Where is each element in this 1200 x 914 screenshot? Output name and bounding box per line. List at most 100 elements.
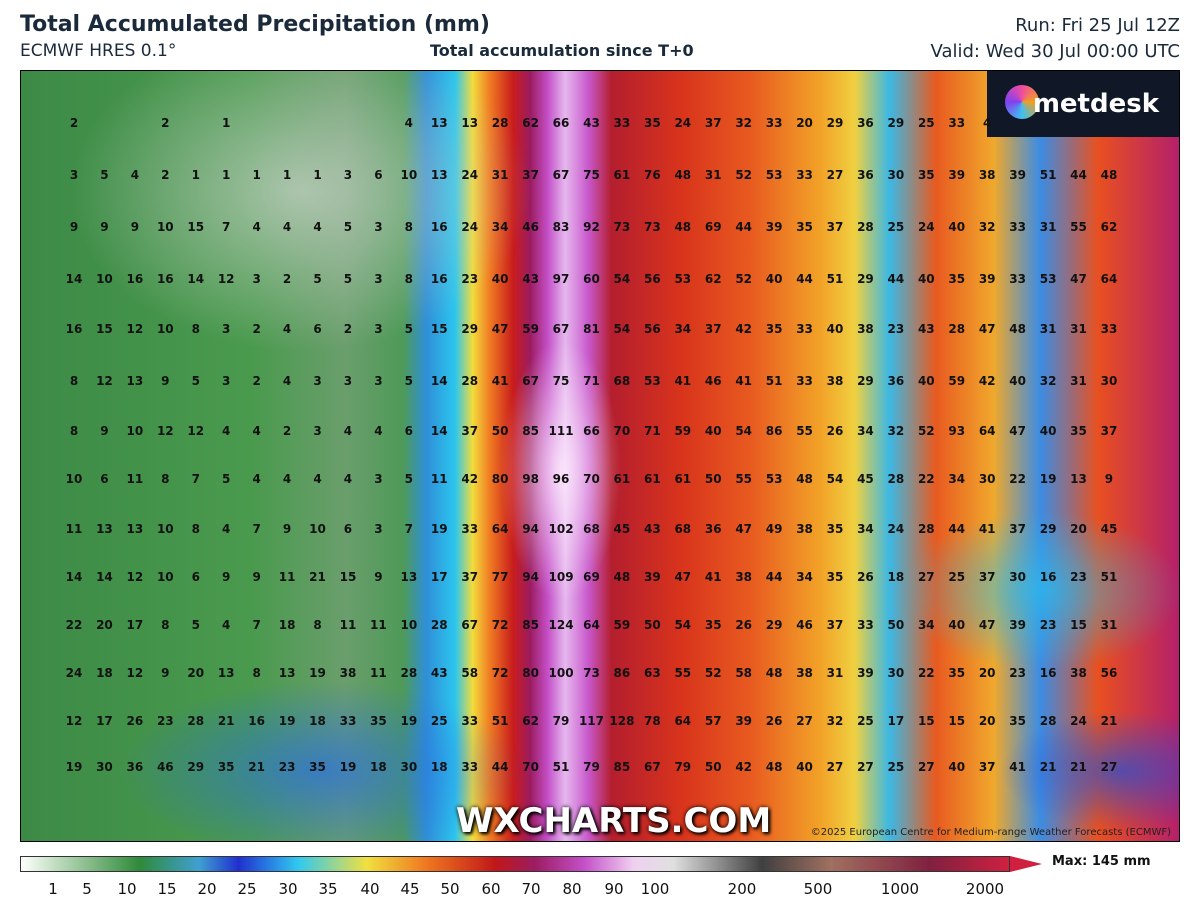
- grid-value: 37: [978, 760, 996, 774]
- grid-value: 7: [191, 472, 200, 486]
- grid-value: 5: [313, 272, 322, 286]
- grid-value: 52: [704, 666, 722, 680]
- grid-value: 35: [796, 220, 813, 234]
- grid-value: 22: [917, 472, 935, 486]
- grid-value: 23: [156, 714, 174, 728]
- grid-value: 67: [552, 322, 570, 336]
- grid-value: 40: [917, 374, 935, 388]
- grid-value: 41: [491, 374, 509, 388]
- grid-value: 35: [948, 272, 966, 286]
- run-time: Run: Fri 25 Jul 12Z: [1015, 15, 1180, 36]
- grid-value: 19: [1039, 472, 1057, 486]
- grid-value: 12: [96, 374, 113, 388]
- grid-value: 62: [704, 272, 722, 286]
- grid-value: 3: [343, 374, 353, 388]
- grid-value: 5: [404, 322, 414, 336]
- grid-value: 20: [978, 714, 996, 728]
- grid-value: 9: [100, 220, 109, 234]
- grid-value: 55: [1070, 220, 1087, 234]
- grid-value: 29: [1039, 522, 1057, 536]
- grid-value: 39: [765, 220, 783, 234]
- grid-value: 39: [644, 570, 661, 584]
- grid-value: 13: [430, 116, 448, 130]
- grid-value: 3: [69, 168, 79, 182]
- grid-value: 85: [522, 618, 539, 632]
- grid-value: 40: [491, 272, 509, 286]
- grid-value: 16: [430, 220, 448, 234]
- grid-value: 68: [583, 522, 600, 536]
- logo-box: metdesk: [987, 71, 1179, 137]
- grid-value: 1: [313, 168, 322, 182]
- valid-time: Valid: Wed 30 Jul 00:00 UTC: [930, 41, 1180, 62]
- grid-value: 38: [339, 666, 357, 680]
- grid-value: 3: [374, 272, 383, 286]
- grid-value: 124: [548, 618, 574, 632]
- title: Total Accumulated Precipitation (mm): [20, 12, 490, 37]
- grid-value: 8: [404, 220, 414, 234]
- grid-value: 28: [187, 714, 205, 728]
- grid-value: 59: [613, 618, 631, 632]
- colorbar-tick-label: 30: [278, 880, 298, 898]
- grid-value: 4: [282, 220, 292, 234]
- grid-value: 8: [161, 618, 170, 632]
- grid-value: 44: [1070, 168, 1087, 182]
- grid-value: 33: [461, 714, 479, 728]
- grid-value: 39: [1009, 168, 1026, 182]
- grid-value: 17: [430, 570, 448, 584]
- grid-value: 3: [374, 472, 383, 486]
- colorbar-arrow: [1010, 856, 1042, 872]
- grid-value: 58: [461, 666, 479, 680]
- grid-value: 43: [522, 272, 539, 286]
- grid-value: 25: [948, 570, 966, 584]
- grid-value: 51: [491, 714, 509, 728]
- grid-value: 9: [130, 220, 140, 234]
- colorbar-tick-label: 90: [604, 880, 624, 898]
- grid-value: 53: [674, 272, 692, 286]
- grid-value: 2: [282, 272, 292, 286]
- grid-value: 56: [644, 322, 661, 336]
- grid-value: 25: [887, 760, 905, 774]
- grid-value: 66: [583, 424, 600, 438]
- grid-value: 80: [491, 472, 509, 486]
- grid-value: 33: [948, 116, 966, 130]
- grid-value: 61: [674, 472, 692, 486]
- colorbar-tick-label: 70: [521, 880, 541, 898]
- grid-value: 44: [948, 522, 966, 536]
- grid-value: 28: [400, 666, 418, 680]
- grid-value: 37: [704, 116, 722, 130]
- grid-value: 13: [430, 168, 448, 182]
- grid-value: 53: [765, 472, 783, 486]
- grid-value: 69: [704, 220, 722, 234]
- grid-value: 50: [704, 760, 722, 774]
- grid-value: 5: [404, 374, 414, 388]
- grid-value: 2: [69, 116, 79, 130]
- grid-value: 33: [339, 714, 357, 728]
- grid-value: 18: [96, 666, 113, 680]
- grid-value: 80: [522, 666, 539, 680]
- grid-value: 36: [887, 374, 905, 388]
- grid-value: 49: [765, 522, 783, 536]
- grid-value: 10: [96, 272, 113, 286]
- grid-value: 29: [857, 272, 874, 286]
- grid-value: 64: [491, 522, 509, 536]
- grid-value: 42: [735, 322, 753, 336]
- grid-value: 26: [735, 618, 753, 632]
- grid-value: 16: [156, 272, 174, 286]
- grid-value: 22: [917, 666, 935, 680]
- colorbar-tick-label: 45: [400, 880, 420, 898]
- grid-value: 20: [978, 666, 996, 680]
- grid-value: 75: [583, 168, 600, 182]
- grid-value: 21: [217, 714, 235, 728]
- grid-value: 29: [826, 116, 844, 130]
- grid-value: 4: [252, 472, 261, 486]
- grid-value: 55: [674, 666, 692, 680]
- grid-value: 61: [644, 472, 661, 486]
- grid-value: 45: [613, 522, 631, 536]
- grid-value: 21: [309, 570, 326, 584]
- grid-value: 10: [156, 220, 174, 234]
- grid-value: 14: [430, 424, 448, 438]
- grid-value: 2: [161, 168, 170, 182]
- grid-value: 48: [796, 472, 813, 486]
- grid-value: 53: [644, 374, 661, 388]
- grid-value: 6: [313, 322, 322, 336]
